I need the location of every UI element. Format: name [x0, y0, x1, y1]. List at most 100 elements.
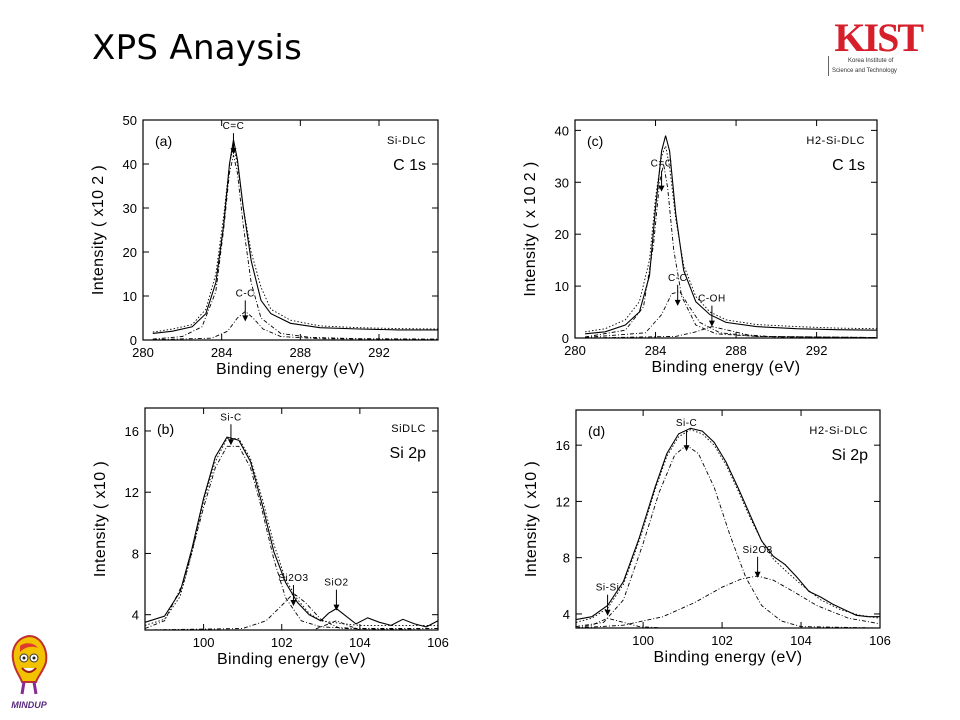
y-tick-label: 50	[123, 113, 137, 128]
series-dashdot-5	[145, 620, 438, 631]
x-axis-label: Binding energy (eV)	[651, 359, 800, 376]
series-dashdot-5	[575, 617, 880, 629]
peak-arrowhead	[674, 299, 681, 306]
region-label: Si 2p	[390, 445, 427, 462]
peak-arrowhead	[290, 600, 297, 607]
y-tick-label: 30	[555, 175, 569, 190]
peak-arrowhead	[227, 439, 234, 446]
peak-arrowhead	[754, 571, 761, 578]
peak-arrowhead	[333, 604, 340, 611]
plot-frame	[574, 119, 878, 339]
y-tick-label: 30	[123, 201, 137, 216]
chart-panel-2: 280 284 288 292 0 10 20 30 40 C=C C-C C-OH (c) H2-Si-…	[522, 119, 878, 376]
sample-label: H2-Si-DLC	[809, 425, 868, 437]
series-solid-1	[585, 135, 878, 335]
series-dashdot-5	[585, 326, 878, 339]
y-tick-label: 20	[123, 245, 137, 260]
x-tick-label: 104	[349, 635, 371, 650]
peak-label: Si2O3	[278, 573, 308, 584]
panel-label: (a)	[155, 133, 172, 149]
plot-frame	[144, 407, 439, 631]
x-tick-label: 102	[271, 635, 293, 650]
logo-divider	[828, 56, 829, 76]
x-axis-label: Binding energy (eV)	[653, 649, 802, 666]
series-dashdot-3	[585, 164, 878, 338]
x-axis-label: Binding energy (eV)	[217, 651, 366, 668]
peak-label: Si-Si	[596, 583, 620, 594]
peak-arrowhead	[708, 320, 715, 327]
x-axis-label: Binding energy (eV)	[216, 361, 365, 378]
peak-arrowhead	[604, 609, 611, 616]
kist-logo: KIST Korea Institute of Science and Tech…	[826, 14, 938, 78]
y-axis-label: Intensity ( x 10 2 )	[522, 161, 539, 296]
region-label: C 1s	[832, 157, 865, 174]
series-dashdot-4	[152, 310, 439, 341]
x-tick-label: 288	[289, 345, 311, 360]
region-label: C 1s	[393, 157, 426, 174]
series-dotted-2	[575, 429, 881, 623]
peak-label: C=C	[651, 159, 673, 170]
x-tick-label: 104	[790, 633, 812, 648]
series-dashdot-3	[144, 445, 438, 629]
series-dashdot-4	[144, 592, 439, 631]
peak-label: Si2O3	[742, 545, 772, 556]
region-label: Si 2p	[832, 447, 869, 464]
series-dashdot-4	[575, 575, 881, 629]
x-tick-label: 284	[645, 343, 667, 358]
y-tick-label: 0	[130, 333, 137, 348]
sample-label: Si-DLC	[387, 135, 426, 147]
y-tick-label: 40	[555, 123, 569, 138]
y-tick-label: 4	[563, 607, 570, 622]
peak-label: Si-C	[676, 418, 697, 429]
x-tick-label: 102	[711, 633, 733, 648]
series-dotted-2	[585, 144, 878, 333]
panel-label: (c)	[587, 133, 603, 149]
chart-panel-1: 280 284 288 292 0 10 20 30 40 50 C=C C-C (a) Si-DLC C …	[90, 113, 439, 378]
sample-label: H2-Si-DLC	[806, 135, 865, 147]
peak-label: C-C	[236, 288, 255, 299]
x-tick-label: 288	[725, 343, 747, 358]
peak-arrowhead	[658, 185, 665, 192]
series-dashdot-3	[152, 155, 439, 340]
x-tick-label: 280	[564, 343, 586, 358]
peak-label: C=C	[223, 121, 245, 132]
x-tick-label: 100	[193, 635, 215, 650]
mascot-caption: MINDUP	[11, 700, 47, 710]
plot-frame	[575, 409, 881, 629]
logo-line-1: Korea Institute of	[848, 58, 894, 64]
mascot-icon: MINDUP	[11, 634, 48, 710]
logo-line-2: Science and Technology	[832, 68, 897, 74]
chart-panel-3: 100 102 104 106 4 8 12 16 Si-C Si2O3 SiO2 (b) SiDLC S…	[92, 407, 449, 668]
series-dashdot-4	[585, 290, 878, 338]
y-tick-label: 10	[555, 279, 569, 294]
x-tick-label: 284	[211, 345, 233, 360]
peak-label: C-C	[668, 273, 687, 284]
y-tick-label: 0	[562, 331, 569, 346]
sample-label: SiDLC	[391, 423, 426, 435]
series-dashdot-3	[575, 444, 881, 629]
peak-arrowhead	[230, 148, 237, 155]
series-dotted-2	[152, 146, 439, 333]
y-tick-label: 4	[132, 608, 139, 623]
x-tick-label: 280	[132, 345, 154, 360]
y-axis-label: Intensity ( x10 )	[92, 461, 109, 577]
x-tick-label: 292	[806, 343, 828, 358]
series-solid-1	[575, 427, 880, 621]
x-tick-label: 106	[427, 635, 449, 650]
panel-label: (d)	[588, 423, 605, 439]
peak-label: SiO2	[324, 578, 348, 589]
series-solid-1	[152, 139, 438, 334]
y-axis-label: Intensity ( x10 )	[523, 461, 540, 577]
y-tick-label: 10	[123, 289, 137, 304]
x-tick-label: 106	[869, 633, 891, 648]
peak-label: Si-C	[220, 412, 241, 423]
y-tick-label: 8	[132, 546, 139, 561]
y-tick-label: 16	[125, 424, 139, 439]
y-tick-label: 8	[563, 551, 570, 566]
logo-wordmark: KIST	[834, 15, 924, 60]
slide-title: XPS Anaysis	[92, 28, 303, 68]
peak-arrowhead	[242, 315, 249, 322]
x-tick-label: 292	[368, 345, 390, 360]
panel-label: (b)	[157, 421, 174, 437]
